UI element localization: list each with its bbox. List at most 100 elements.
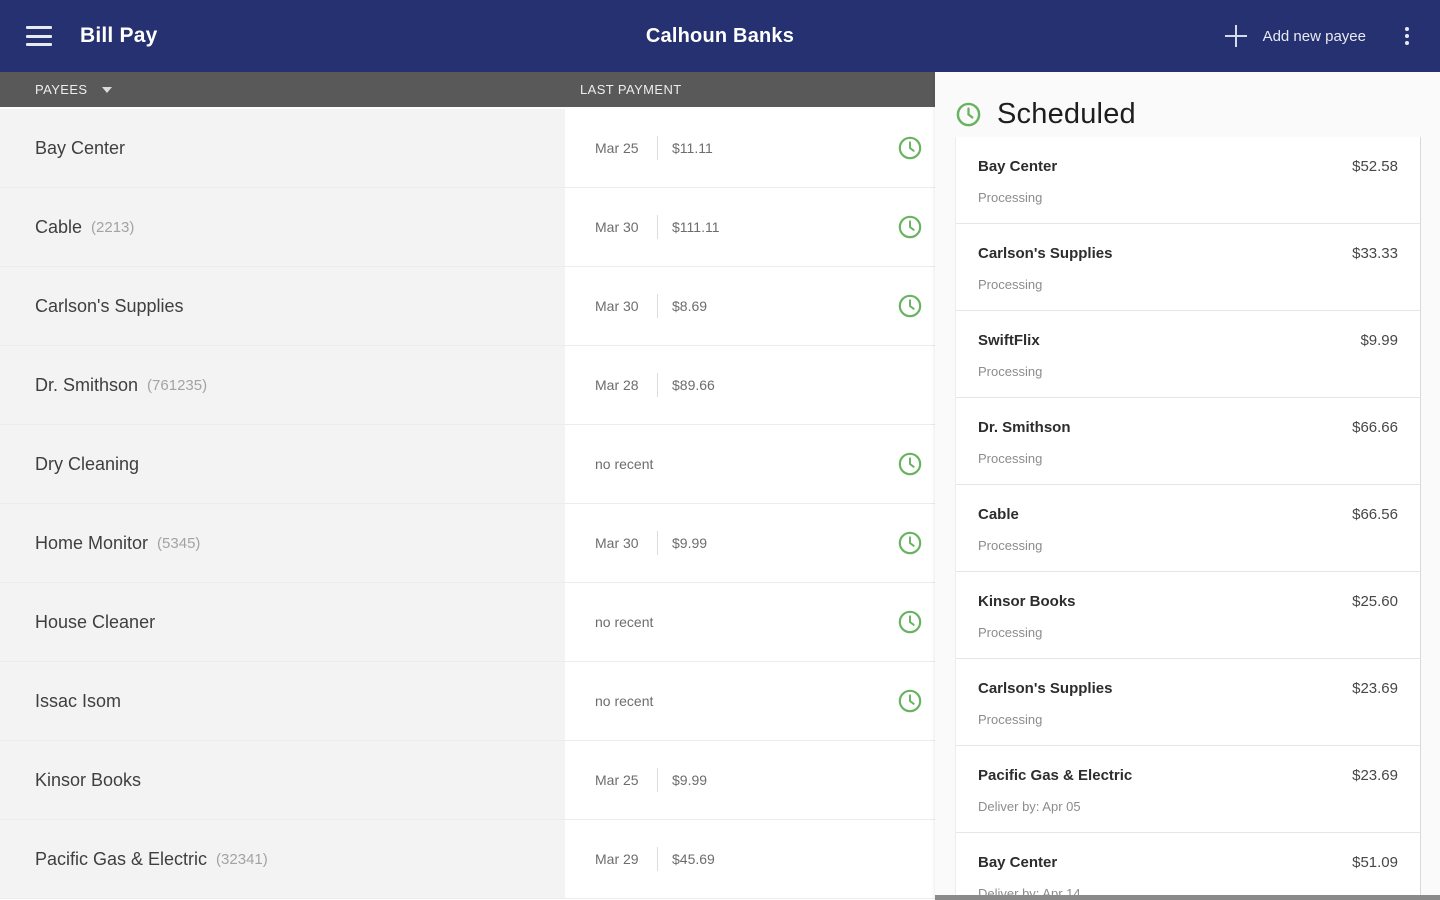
payee-row[interactable]: Carlson's Supplies Mar 30 $8.69 [0, 267, 935, 346]
scheduled-status: Processing [978, 712, 1043, 727]
scheduled-payment-card[interactable]: Carlson's Supplies $23.69 Processing [956, 659, 1420, 746]
payee-row[interactable]: Cable (2213) Mar 30 $111.11 [0, 188, 935, 267]
scheduled-amount: $23.69 [1352, 767, 1398, 784]
payee-name-cell: Dry Cleaning [0, 425, 565, 503]
payee-row[interactable]: Pacific Gas & Electric (32341) Mar 29 $4… [0, 820, 935, 899]
scheduled-payee-name: Cable [978, 506, 1019, 523]
payee-name-cell: Home Monitor (5345) [0, 504, 565, 582]
scheduled-amount: $66.66 [1352, 419, 1398, 436]
last-payment-cell: no recent [565, 662, 935, 740]
date-amount-divider [657, 373, 658, 397]
payee-row[interactable]: Kinsor Books Mar 25 $9.99 [0, 741, 935, 820]
clock-icon [955, 101, 982, 128]
last-payment-amount: $89.66 [672, 377, 715, 393]
payee-account-number: (761235) [147, 376, 208, 394]
last-payment-cell: Mar 25 $11.11 [565, 109, 935, 187]
last-payment-cell: Mar 25 $9.99 [565, 741, 935, 819]
scheduled-card-top: Pacific Gas & Electric $23.69 [978, 767, 1398, 784]
schedule-payment-clock-icon[interactable] [897, 609, 923, 635]
payee-row[interactable]: Issac Isom no recent [0, 662, 935, 741]
scheduled-payee-name: SwiftFlix [978, 332, 1040, 349]
scheduled-card-top: Bay Center $51.09 [978, 854, 1398, 871]
app-bar-actions: Add new payee [1223, 23, 1414, 49]
scheduled-payment-card[interactable]: Bay Center $51.09 Deliver by: Apr 14 [956, 833, 1420, 900]
payee-name: Carlson's Supplies [35, 295, 184, 316]
scheduled-payment-card[interactable]: Carlson's Supplies $33.33 Processing [956, 224, 1420, 311]
last-payment-column-header: LAST PAYMENT [580, 82, 682, 97]
scheduled-payee-name: Pacific Gas & Electric [978, 767, 1133, 784]
payees-sort-dropdown[interactable]: PAYEES [35, 82, 112, 97]
scheduled-card-top: Bay Center $52.58 [978, 158, 1398, 175]
scheduled-amount: $9.99 [1360, 332, 1398, 349]
no-recent-label: no recent [595, 693, 654, 709]
payees-section: PAYEES LAST PAYMENT Bay Center Mar 25 $1… [0, 72, 935, 900]
scheduled-amount: $52.58 [1352, 158, 1398, 175]
schedule-payment-clock-icon[interactable] [897, 688, 923, 714]
scheduled-card-top: Kinsor Books $25.60 [978, 593, 1398, 610]
payee-name-cell: Issac Isom [0, 662, 565, 740]
scheduled-status: Processing [978, 451, 1043, 466]
payee-row[interactable]: Dry Cleaning no recent [0, 425, 935, 504]
schedule-payment-clock-icon[interactable] [897, 451, 923, 477]
payee-name: Pacific Gas & Electric [35, 848, 208, 869]
scheduled-payment-card[interactable]: Bay Center $52.58 Processing [956, 137, 1420, 224]
payee-name-cell: Dr. Smithson (761235) [0, 346, 565, 424]
scheduled-payment-card[interactable]: Dr. Smithson $66.66 Processing [956, 398, 1420, 485]
payee-name-cell: House Cleaner [0, 583, 565, 661]
scheduled-payment-card[interactable]: SwiftFlix $9.99 Processing [956, 311, 1420, 398]
scheduled-title: Scheduled [997, 98, 1136, 130]
payee-name: Cable [35, 216, 83, 237]
payee-row[interactable]: Bay Center Mar 25 $11.11 [0, 109, 935, 188]
scheduled-payment-card[interactable]: Cable $66.56 Processing [956, 485, 1420, 572]
payee-account-number: (5345) [157, 534, 201, 552]
schedule-payment-clock-icon[interactable] [897, 530, 923, 556]
last-payment-amount: $11.11 [672, 140, 713, 156]
menu-icon[interactable] [26, 26, 52, 46]
scheduled-payee-name: Carlson's Supplies [978, 245, 1113, 262]
last-payment-date: Mar 25 [595, 140, 639, 156]
scheduled-card-top: SwiftFlix $9.99 [978, 332, 1398, 349]
scheduled-status: Processing [978, 190, 1043, 205]
plus-icon [1223, 23, 1249, 49]
scheduled-status: Processing [978, 625, 1043, 640]
no-recent-label: no recent [595, 614, 654, 630]
scheduled-amount: $23.69 [1352, 680, 1398, 697]
payee-list: Bay Center Mar 25 $11.11 Cable (2213) Ma… [0, 109, 935, 900]
schedule-payment-clock-icon[interactable] [897, 135, 923, 161]
scheduled-payment-card[interactable]: Kinsor Books $25.60 Processing [956, 572, 1420, 659]
payee-name: House Cleaner [35, 611, 156, 632]
last-payment-date: Mar 29 [595, 851, 639, 867]
page-title: Bill Pay [80, 24, 158, 47]
payee-row[interactable]: House Cleaner no recent [0, 583, 935, 662]
schedule-payment-clock-icon[interactable] [897, 214, 923, 240]
schedule-payment-clock-icon[interactable] [897, 293, 923, 319]
scheduled-payment-card[interactable]: Pacific Gas & Electric $23.69 Deliver by… [956, 746, 1420, 833]
bank-name-title: Calhoun Banks [645, 24, 795, 47]
payee-row[interactable]: Home Monitor (5345) Mar 30 $9.99 [0, 504, 935, 583]
last-payment-date: Mar 28 [595, 377, 639, 393]
date-amount-divider [657, 768, 658, 792]
payee-name: Dr. Smithson [35, 374, 139, 395]
date-amount-divider [657, 531, 658, 555]
payee-name: Home Monitor [35, 532, 149, 553]
scheduled-amount: $25.60 [1352, 593, 1398, 610]
last-payment-cell: Mar 30 $9.99 [565, 504, 935, 582]
overflow-menu-icon[interactable] [1400, 27, 1414, 45]
last-payment-cell: no recent [565, 583, 935, 661]
payee-name-cell: Kinsor Books [0, 741, 565, 819]
scheduled-header: Scheduled [955, 98, 1440, 131]
payee-name-cell: Pacific Gas & Electric (32341) [0, 820, 565, 898]
payee-name-cell: Carlson's Supplies [0, 267, 565, 345]
scheduled-payee-name: Bay Center [978, 158, 1058, 175]
payee-name-cell: Cable (2213) [0, 188, 565, 266]
payee-row[interactable]: Dr. Smithson (761235) Mar 28 $89.66 [0, 346, 935, 425]
scheduled-card-top: Carlson's Supplies $33.33 [978, 245, 1398, 262]
payees-column-header: PAYEES [35, 82, 88, 97]
payee-name: Issac Isom [35, 690, 122, 711]
scheduled-payee-name: Dr. Smithson [978, 419, 1071, 436]
last-payment-date: Mar 30 [595, 535, 639, 551]
scheduled-card-top: Dr. Smithson $66.66 [978, 419, 1398, 436]
add-new-payee-button[interactable]: Add new payee [1223, 23, 1366, 49]
scheduled-amount: $33.33 [1352, 245, 1398, 262]
date-amount-divider [657, 136, 658, 160]
